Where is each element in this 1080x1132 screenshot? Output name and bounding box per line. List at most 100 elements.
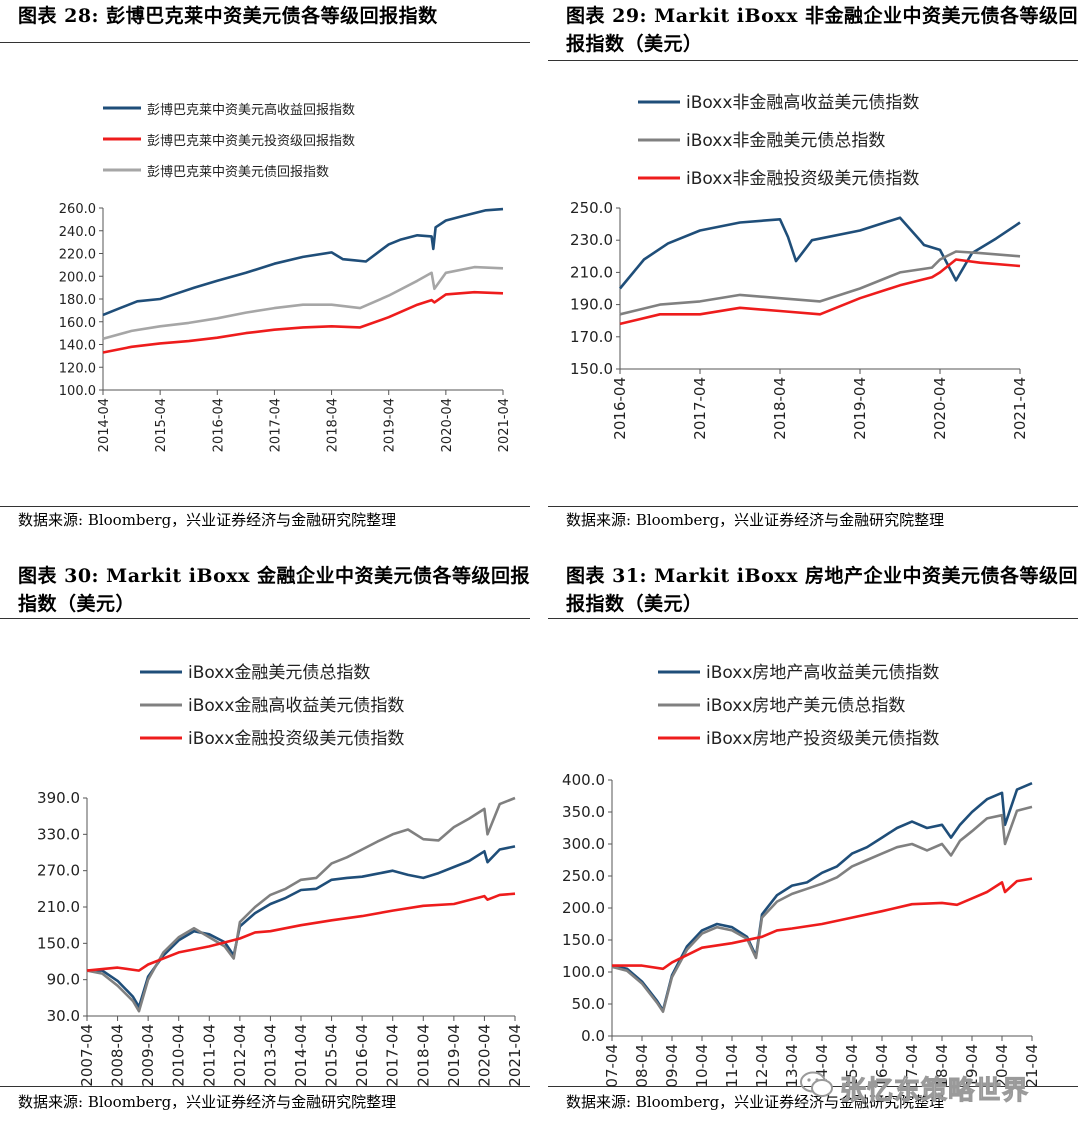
x-tick-label: 2018-04 — [326, 398, 341, 452]
legend-label: iBoxx金融投资级美元债指数 — [188, 729, 404, 749]
series-line — [87, 845, 516, 1009]
source-rule — [548, 506, 1078, 507]
x-tick-label: 2021-04 — [497, 398, 512, 452]
y-tick-label: 270.0 — [37, 862, 80, 880]
y-tick-label: 330.0 — [37, 825, 80, 843]
x-tick-label: 2017-04 — [903, 1044, 921, 1086]
x-tick-label: 2014-04 — [292, 1024, 310, 1086]
x-tick-label: 2016-04 — [353, 1024, 371, 1086]
x-tick-label: 2017-04 — [268, 398, 283, 452]
series-line — [611, 782, 1033, 1012]
legend-label: 彭博巴克莱中资美元投资级回报指数 — [147, 133, 355, 149]
chart-30: 390.0 330.0 270.0 210.0 150.0 90.0 30.02007-04… — [37, 663, 524, 1086]
y-tick-label: 150.0 — [37, 934, 80, 952]
chart-title: 图表 29: Markit iBoxx 非金融企业中资美元债各等级回报指数（美元… — [566, 5, 1079, 55]
x-tick-label: 2007-04 — [603, 1044, 621, 1086]
x-tick-label: 2013-04 — [261, 1024, 279, 1086]
x-tick-label: 2007-04 — [78, 1024, 96, 1086]
x-tick-label: 2016-04 — [873, 1044, 891, 1086]
y-tick-label: 230.0 — [570, 231, 613, 249]
x-tick-label: 2012-04 — [231, 1024, 249, 1086]
watermark: 张忆东策略世界 — [800, 1066, 1070, 1107]
chart-31: 400.0 350.0 300.0 250.0 200.0 150.0 100.0 50.0 0… — [562, 663, 1041, 1086]
legend-label: iBoxx金融高收益美元债指数 — [188, 696, 404, 716]
x-tick-label: 2008-04 — [109, 1024, 127, 1086]
series-line — [102, 207, 504, 317]
x-tick-label: 2020-04 — [993, 1044, 1011, 1086]
source-rule — [0, 506, 530, 507]
chart-source: 数据来源: Bloomberg，兴业证券经济与金融研究院整理 — [18, 1093, 397, 1111]
x-tick-label: 2011-04 — [723, 1044, 741, 1086]
x-tick-label: 2021-04 — [1011, 377, 1029, 440]
legend-label: iBoxx房地产美元债总指数 — [706, 696, 905, 716]
chart-28: 260.0 240.0 220.0 200.0 180.0 160.0 140.0 120.0… — [59, 102, 512, 452]
y-tick-label: 260.0 — [59, 202, 96, 217]
legend-label: 彭博巴克莱中资美元债回报指数 — [147, 165, 329, 180]
x-tick-label: 2017-04 — [384, 1024, 402, 1086]
y-tick-label: 390.0 — [37, 789, 80, 807]
series-line — [612, 877, 1033, 971]
series-line — [619, 250, 1021, 316]
x-tick-label: 2018-04 — [933, 1044, 951, 1086]
y-tick-label: 210.0 — [570, 263, 613, 281]
series-line — [86, 796, 516, 1013]
y-tick-label: 300.0 — [562, 835, 605, 853]
x-tick-label: 2017-04 — [691, 377, 709, 440]
series-line — [102, 265, 504, 341]
x-tick-label: 2015-04 — [154, 398, 169, 452]
x-tick-label: 2021-04 — [506, 1024, 524, 1086]
x-tick-label: 2014-04 — [97, 398, 112, 452]
chart-source: 数据来源: Bloomberg，兴业证券经济与金融研究院整理 — [18, 511, 397, 529]
y-tick-label: 400.0 — [562, 771, 605, 789]
series-line — [86, 892, 516, 972]
legend-label: iBoxx非金融美元债总指数 — [686, 131, 885, 151]
legend-label: 彭博巴克莱中资美元高收益回报指数 — [147, 102, 355, 118]
x-tick-label: 2014-04 — [813, 1044, 831, 1086]
y-tick-label: 190.0 — [570, 296, 613, 314]
chart-title: 图表 30: Markit iBoxx 金融企业中资美元债各等级回报指数（美元） — [18, 565, 531, 615]
x-tick-label: 2010-04 — [693, 1044, 711, 1086]
y-tick-label: 140.0 — [59, 339, 96, 354]
title-rule — [548, 618, 1078, 619]
y-tick-label: 160.0 — [59, 316, 96, 331]
y-tick-label: 100.0 — [59, 384, 96, 399]
x-tick-label: 2019-04 — [963, 1044, 981, 1086]
y-tick-label: 240.0 — [59, 225, 96, 240]
x-tick-label: 2013-04 — [783, 1044, 801, 1086]
x-tick-label: 2010-04 — [170, 1024, 188, 1086]
legend-label: iBoxx房地产高收益美元债指数 — [706, 663, 939, 683]
x-tick-label: 2019-04 — [851, 377, 869, 440]
y-tick-label: 100.0 — [562, 963, 605, 981]
wechat-icon — [800, 1071, 833, 1097]
y-tick-label: 120.0 — [59, 361, 96, 376]
title-rule — [0, 42, 530, 43]
x-tick-label: 2008-04 — [633, 1044, 651, 1086]
y-tick-label: 150.0 — [562, 931, 605, 949]
title-rule — [548, 60, 1078, 61]
x-tick-label: 2011-04 — [200, 1024, 218, 1086]
legend-label: iBoxx非金融投资级美元债指数 — [686, 169, 919, 189]
x-tick-label: 2021-04 — [1023, 1044, 1041, 1086]
y-tick-label: 170.0 — [570, 328, 613, 346]
x-tick-label: 2009-04 — [139, 1024, 157, 1086]
x-tick-label: 2012-04 — [753, 1044, 771, 1086]
chart-source: 数据来源: Bloomberg，兴业证券经济与金融研究院整理 — [566, 511, 945, 529]
y-tick-label: 250.0 — [562, 867, 605, 885]
y-tick-label: 250.0 — [570, 199, 613, 217]
y-tick-label: 50.0 — [572, 995, 605, 1013]
y-tick-label: 210.0 — [37, 898, 80, 916]
chart-title: 图表 31: Markit iBoxx 房地产企业中资美元债各等级回报指数（美元… — [566, 565, 1079, 615]
title-rule — [0, 618, 530, 619]
y-tick-label: 90.0 — [47, 971, 80, 989]
y-tick-label: 150.0 — [570, 360, 613, 378]
x-tick-label: 2016-04 — [211, 398, 226, 452]
x-tick-label: 2009-04 — [663, 1044, 681, 1086]
x-tick-label: 2019-04 — [383, 398, 398, 452]
legend-label: iBoxx房地产投资级美元债指数 — [706, 729, 939, 749]
y-tick-label: 220.0 — [59, 248, 96, 263]
y-tick-label: 350.0 — [562, 803, 605, 821]
x-tick-label: 2020-04 — [440, 398, 455, 452]
legend-label: iBoxx金融美元债总指数 — [188, 663, 370, 683]
x-tick-label: 2018-04 — [771, 377, 789, 440]
